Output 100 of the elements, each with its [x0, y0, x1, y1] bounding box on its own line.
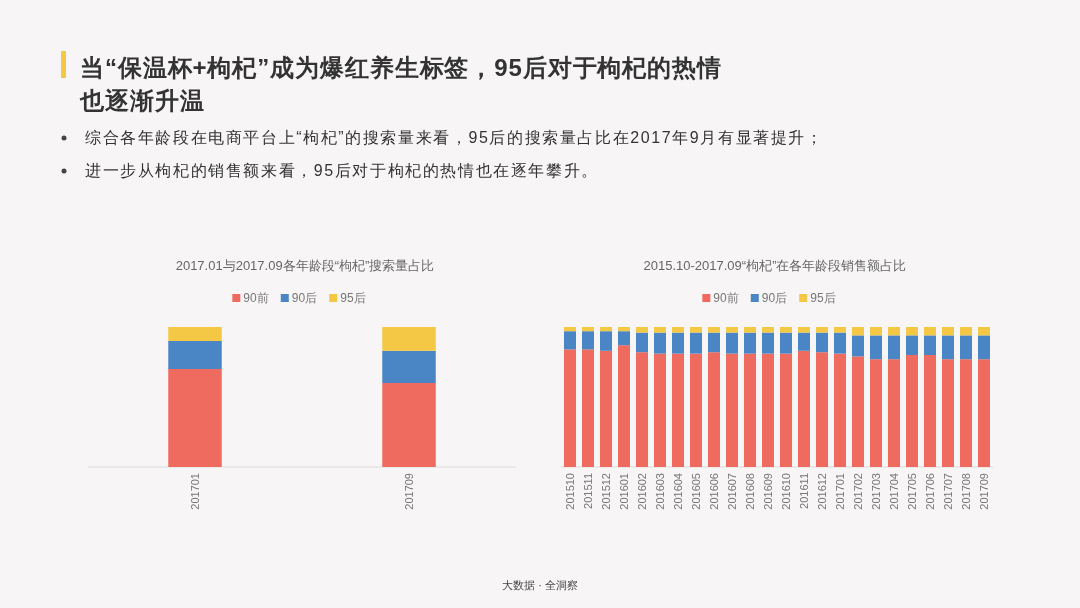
bar: [780, 332, 792, 354]
bar: [382, 383, 436, 467]
bar: [942, 335, 954, 360]
x-tick-label: 201709: [978, 473, 990, 510]
bar: [960, 359, 972, 467]
bar: [978, 327, 990, 336]
x-tick-label: 201609: [762, 473, 774, 510]
bar: [600, 327, 612, 332]
x-tick-label: 201606: [708, 473, 720, 510]
bar: [618, 331, 630, 346]
bar: [636, 352, 648, 467]
bar: [888, 327, 900, 336]
bar: [870, 359, 882, 467]
chart-title: 2017.01与2017.09各年龄段“枸杞”搜索量占比: [175, 258, 435, 273]
bar: [618, 327, 630, 332]
x-tick-label: 201705: [906, 473, 918, 510]
bar: [834, 353, 846, 467]
x-tick-label: 201602: [636, 473, 648, 510]
bar: [382, 327, 436, 351]
bar: [382, 350, 436, 383]
bar: [690, 332, 702, 354]
x-tick-label: 201608: [744, 473, 756, 510]
bar: [798, 350, 810, 467]
bar: [564, 327, 576, 332]
legend-label: 90前: [713, 291, 739, 305]
legend-label: 90前: [243, 291, 269, 305]
bar: [780, 327, 792, 333]
legend-label: 95后: [810, 291, 836, 305]
bar: [834, 332, 846, 354]
bar: [582, 331, 594, 350]
bar: [978, 335, 990, 360]
bar: [690, 327, 702, 333]
x-tick-label: 201601: [618, 473, 630, 510]
bar: [168, 327, 222, 341]
bar: [744, 327, 756, 333]
x-tick-label: 201702: [852, 473, 864, 510]
x-tick-label: 201707: [942, 473, 954, 510]
bar: [852, 356, 864, 467]
bar: [780, 353, 792, 467]
x-tick-label: 201701: [189, 473, 201, 510]
bar: [816, 332, 828, 353]
bar: [798, 332, 810, 351]
bar: [582, 349, 594, 467]
bar: [708, 352, 720, 467]
bar: [636, 332, 648, 353]
bar: [942, 359, 954, 467]
x-tick-label: 201704: [888, 473, 900, 510]
bar: [870, 327, 882, 336]
bar: [798, 327, 810, 333]
bar: [672, 353, 684, 467]
bar: [708, 327, 720, 333]
bar: [726, 327, 738, 333]
legend-label: 95后: [340, 291, 366, 305]
x-tick-label: 201603: [654, 473, 666, 510]
bar: [960, 327, 972, 336]
bar: [672, 327, 684, 333]
bar: [762, 332, 774, 354]
bar: [564, 331, 576, 350]
bar: [906, 335, 918, 355]
text: 大数据 · 全洞察: [502, 579, 578, 591]
bar: [852, 335, 864, 357]
bar: [816, 327, 828, 333]
bar: [906, 355, 918, 467]
bar: [708, 332, 720, 353]
bar: [762, 353, 774, 467]
x-tick-label: 201607: [726, 473, 738, 510]
x-tick-label: 201611: [798, 473, 810, 509]
x-tick-label: 201701: [834, 473, 846, 510]
bar: [600, 331, 612, 351]
bar: [690, 353, 702, 467]
bar: [816, 352, 828, 467]
x-tick-label: 201511: [582, 473, 594, 509]
bar: [960, 335, 972, 360]
bar: [618, 345, 630, 467]
x-tick-label: 201703: [870, 473, 882, 510]
bar: [582, 327, 594, 332]
x-tick-label: 201708: [960, 473, 972, 510]
bar: [600, 350, 612, 467]
bar: [942, 327, 954, 336]
bar: [654, 353, 666, 467]
bar: [888, 335, 900, 360]
bar: [654, 327, 666, 333]
bar: [168, 369, 222, 467]
bar: [726, 332, 738, 354]
x-tick-label: 201706: [924, 473, 936, 510]
legend-label: 90后: [761, 291, 788, 305]
x-tick-label: 201512: [600, 473, 612, 510]
bar: [672, 332, 684, 354]
x-tick-label: 201612: [816, 473, 828, 510]
bar: [888, 359, 900, 467]
bar: [870, 335, 882, 360]
bar: [636, 327, 648, 333]
bar: [924, 327, 936, 336]
x-tick-label: 201610: [780, 473, 792, 510]
bar: [168, 341, 222, 369]
bar: [654, 332, 666, 354]
x-tick-label: 201510: [564, 473, 576, 510]
bar: [924, 355, 936, 467]
bar: [852, 327, 864, 336]
x-tick-label: 201709: [403, 473, 415, 510]
